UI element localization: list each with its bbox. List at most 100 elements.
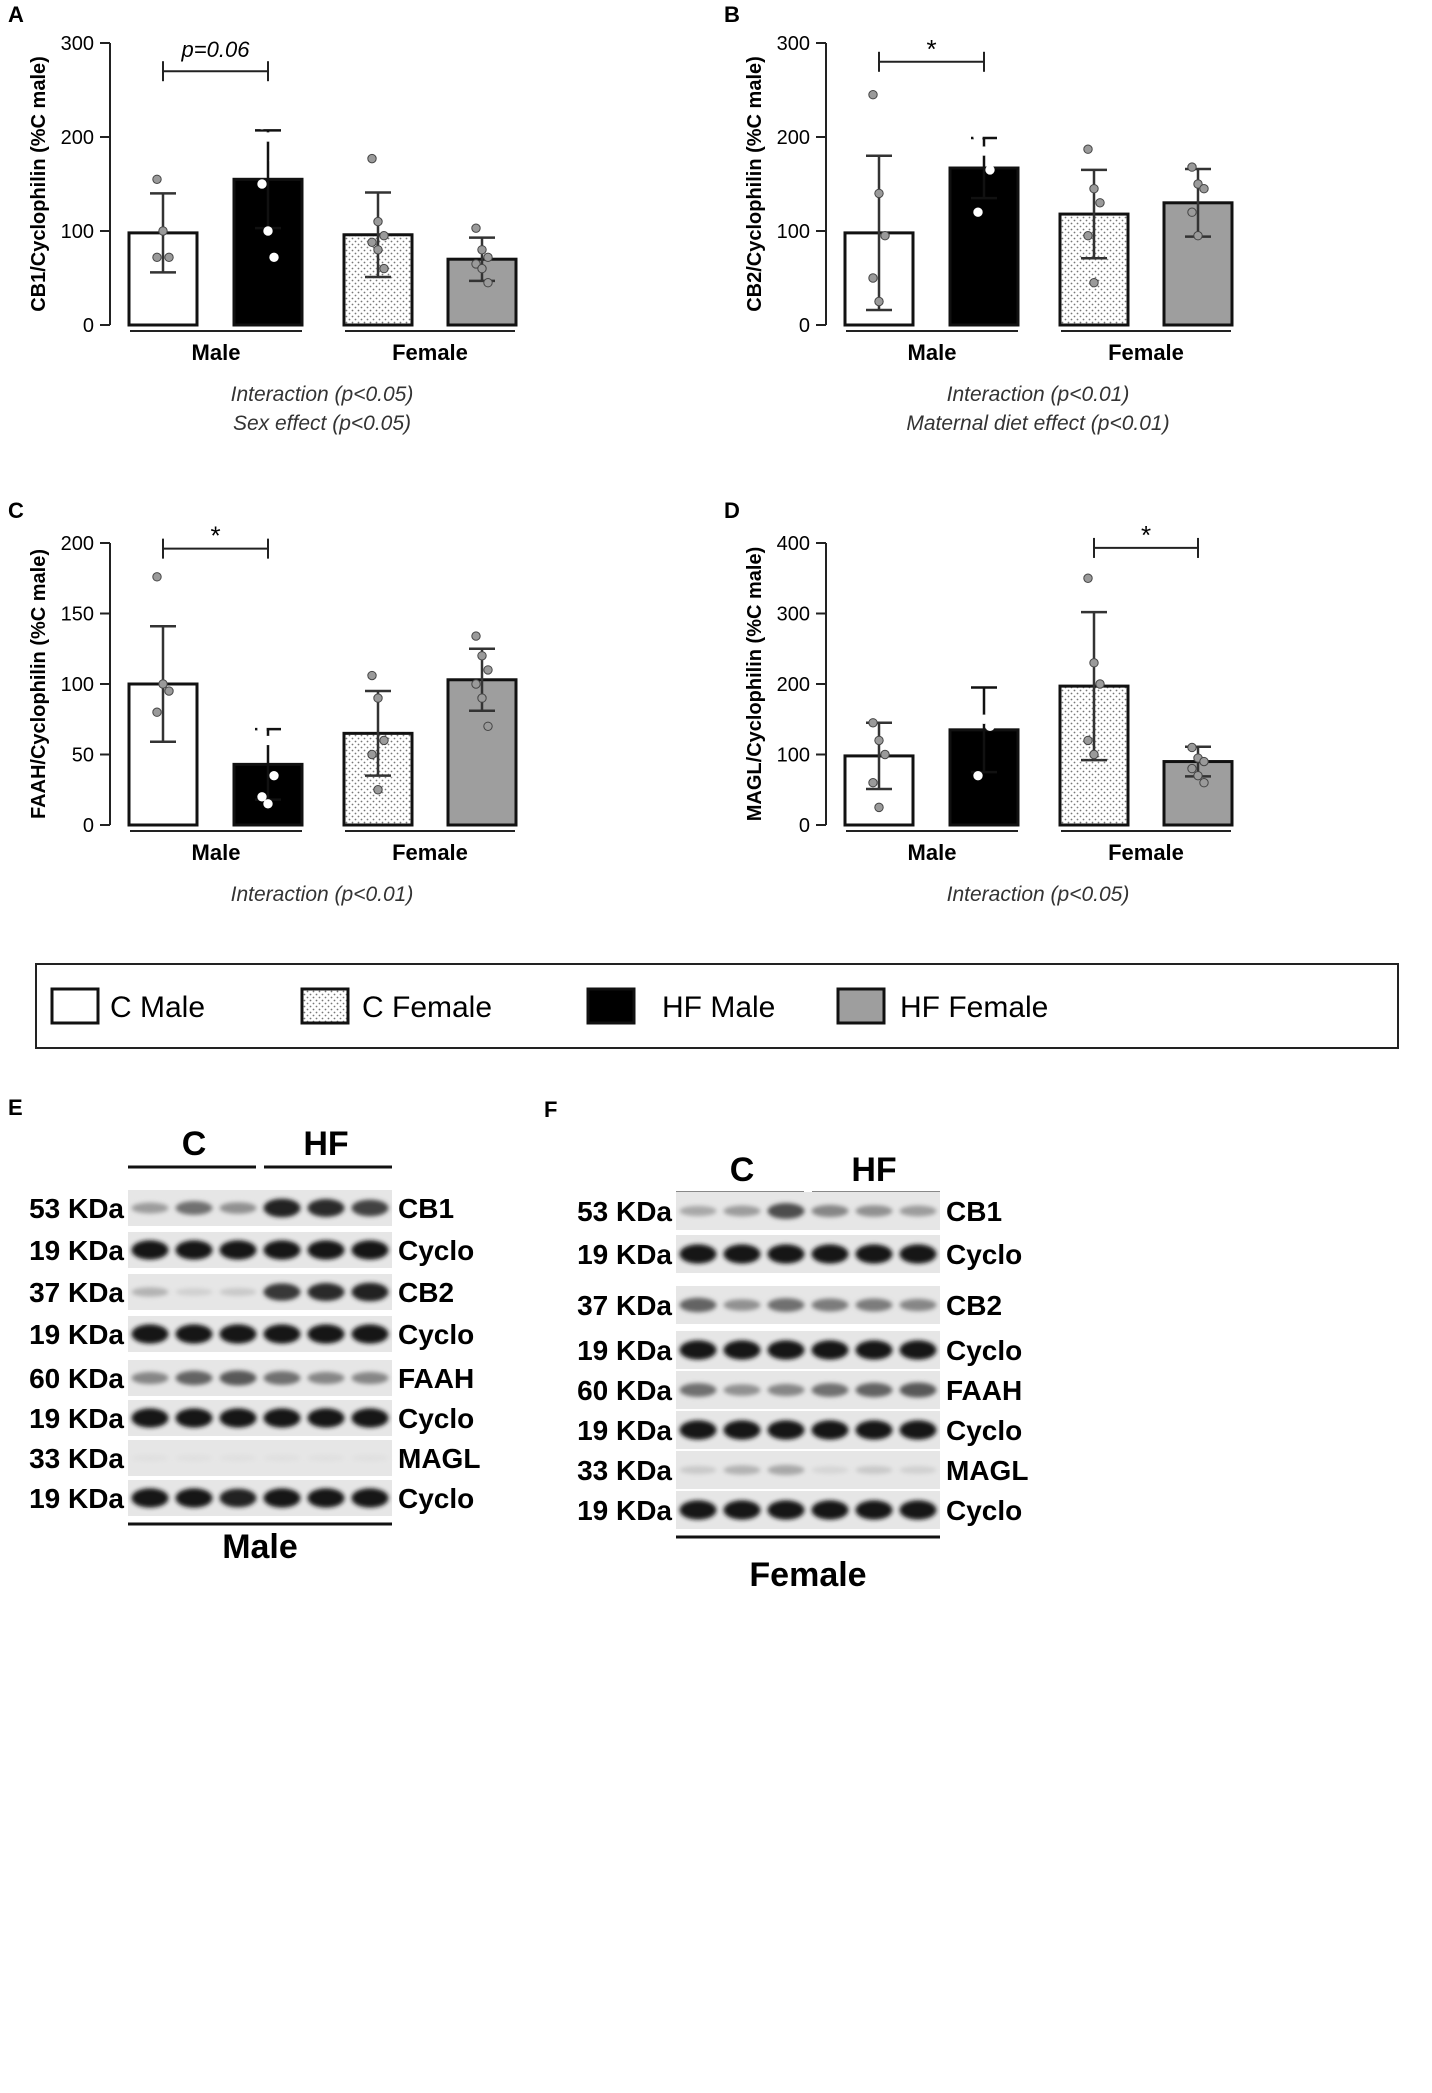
data-point (1187, 162, 1197, 172)
data-point (257, 792, 267, 802)
y-tick-label: 200 (61, 533, 94, 555)
blot-strip (128, 1400, 392, 1436)
data-point (158, 679, 168, 689)
blot-band (263, 1198, 301, 1218)
blot-band (131, 1287, 169, 1297)
blot-band (723, 1500, 761, 1520)
data-point (979, 146, 989, 156)
data-point (477, 263, 487, 274)
data-point (269, 155, 279, 166)
blot-band (219, 1287, 257, 1297)
blot-band (723, 1244, 761, 1264)
data-point (874, 296, 884, 307)
blot-band (811, 1204, 849, 1218)
panel-letter: E (8, 1095, 23, 1120)
data-point (263, 799, 273, 809)
blot-band (855, 1298, 893, 1312)
data-point (1095, 679, 1105, 689)
protein-label: CB2 (398, 1277, 454, 1308)
data-point (1187, 763, 1197, 774)
blot-band (175, 1240, 213, 1260)
blot-band (351, 1199, 389, 1217)
blot-band (811, 1466, 849, 1474)
data-point (1187, 742, 1197, 753)
blot-band (219, 1202, 257, 1214)
legend-swatch (836, 987, 886, 1025)
data-point (868, 778, 878, 788)
data-point (880, 231, 890, 241)
y-axis-title: FAAH/Cyclophilin (%C male) (28, 549, 50, 819)
chart-panel-A: A 0 100 200 300 CB1/Cyclophilin (%C male) Male… (8, 2, 518, 435)
data-point (152, 174, 162, 185)
data-point (1083, 144, 1093, 154)
data-point (880, 749, 890, 760)
y-tick-label: 0 (799, 815, 810, 837)
stats-note: Interaction (p<0.01) (231, 883, 414, 906)
data-point (1095, 198, 1105, 208)
blot-row-cb2: 37 KDa CB2 (577, 1286, 1002, 1324)
y-tick-label: 300 (777, 604, 810, 626)
kda-label: 53 KDa (577, 1196, 672, 1227)
data-point (1199, 778, 1209, 788)
significance-label: * (210, 521, 220, 551)
blot-band (899, 1420, 937, 1440)
data-point (269, 252, 279, 263)
blot-row-cyclo: 19 KDa Cyclo (577, 1491, 1022, 1529)
data-point (483, 252, 493, 263)
blot-band (351, 1282, 389, 1302)
data-point (1089, 749, 1099, 760)
blot-strip (676, 1451, 940, 1489)
blot-row-cyclo: 19 KDa Cyclo (577, 1411, 1022, 1449)
data-point (973, 207, 983, 217)
significance-label: p=0.06 (181, 37, 251, 62)
data-point (367, 670, 377, 681)
blot-row-magl: 33 KDa MAGL (577, 1451, 1028, 1489)
protein-label: Cyclo (398, 1319, 474, 1350)
y-tick-label: 100 (777, 745, 810, 767)
data-point (868, 90, 878, 100)
blot-band (219, 1370, 257, 1386)
y-tick-label: 200 (61, 127, 94, 149)
significance-label: * (926, 34, 936, 64)
data-point (1089, 184, 1099, 194)
blot-band (131, 1240, 169, 1260)
blot-band (175, 1370, 213, 1386)
blot-band (811, 1420, 849, 1440)
blot-band (219, 1324, 257, 1344)
blot-band (723, 1384, 761, 1396)
panel-letter: A (8, 2, 24, 27)
blot-band (131, 1488, 169, 1508)
data-point (367, 153, 377, 164)
stats-note: Sex effect (p<0.05) (233, 412, 411, 435)
kda-label: 19 KDa (29, 1235, 124, 1266)
protein-label: Cyclo (946, 1415, 1022, 1446)
bar-hf-female (1162, 201, 1234, 327)
blot-row-cyclo: 19 KDa Cyclo (577, 1331, 1022, 1369)
data-point (152, 252, 162, 263)
data-point (985, 165, 995, 175)
blot-band (175, 1454, 213, 1462)
blot-row-cyclo: 19 KDa Cyclo (29, 1400, 474, 1436)
protein-label: Cyclo (398, 1403, 474, 1434)
data-point (471, 223, 481, 233)
group-label: Female (392, 840, 468, 865)
stats-note: Maternal diet effect (p<0.01) (906, 412, 1169, 435)
blot-band (679, 1420, 717, 1440)
blot-band (679, 1297, 717, 1313)
data-point (973, 672, 983, 682)
data-point (152, 707, 162, 717)
data-point (367, 749, 377, 760)
stats-note: Interaction (p<0.05) (231, 383, 414, 406)
group-label: Female (392, 340, 468, 365)
blot-band (767, 1383, 805, 1397)
blot-band (351, 1408, 389, 1428)
blot-band (307, 1371, 345, 1385)
blot-band (263, 1408, 301, 1428)
blot-band (263, 1488, 301, 1508)
blot-band (811, 1340, 849, 1360)
blot-band (263, 1454, 301, 1462)
protein-label: FAAH (946, 1375, 1022, 1406)
data-point (257, 120, 267, 130)
blot-band (351, 1240, 389, 1260)
